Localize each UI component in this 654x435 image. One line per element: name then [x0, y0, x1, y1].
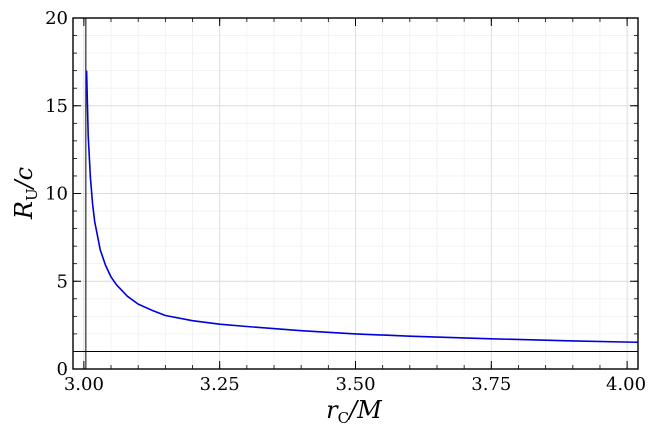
y-tick-label: 15 [45, 96, 68, 117]
series-layer [85, 70, 639, 344]
x-tick-label: 3.75 [471, 374, 511, 395]
y-tick-label: 5 [57, 271, 68, 292]
y-axis-label: RU/c [10, 167, 41, 220]
x-tick-label: 3.25 [200, 374, 240, 395]
y-tick-label: 0 [57, 359, 68, 380]
x-tick-label: 3.50 [335, 374, 375, 395]
x-tick-label: 4.00 [606, 374, 646, 395]
x-tick-label: 3.00 [64, 374, 104, 395]
y-tick-label: 10 [45, 184, 68, 205]
tick-labels: 3.00 3.25 3.50 3.75 4.00 0 5 10 15 20 [45, 8, 646, 395]
x-axis-label: rC/M [326, 396, 383, 427]
ticks [73, 17, 638, 370]
series-line-0 [85, 70, 639, 344]
reference-lines [73, 18, 638, 369]
y-tick-label: 20 [45, 8, 68, 29]
grid [73, 17, 638, 370]
